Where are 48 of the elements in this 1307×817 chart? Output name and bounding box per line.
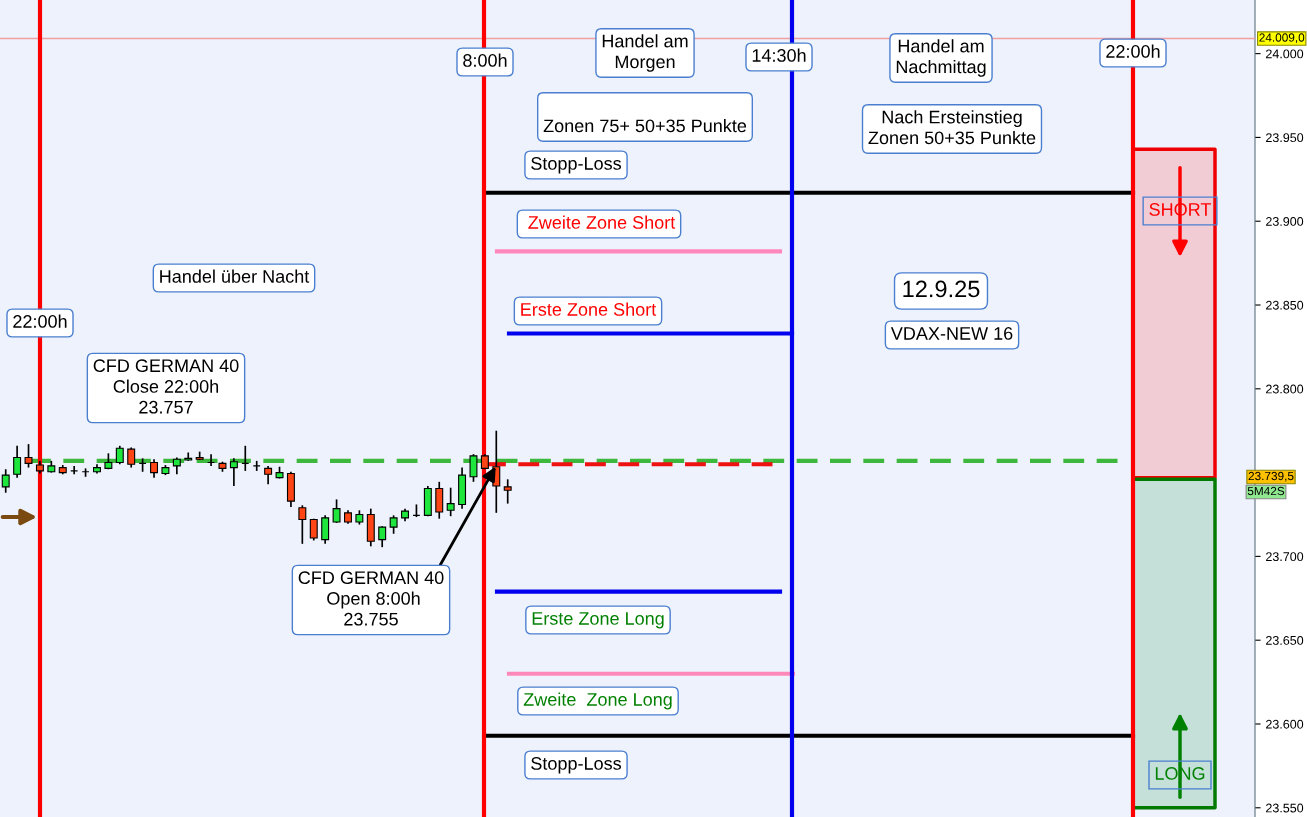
- annotation: 12.9.25: [903, 280, 980, 298]
- ref-line-label: Erste Zone Short: [521, 302, 657, 316]
- annotation: 22:00h: [1106, 44, 1160, 58]
- ref-line-label: 24.009,0: [1259, 33, 1305, 44]
- annotation: 14:30h: [752, 48, 806, 62]
- candlestick: [321, 515, 330, 544]
- candlestick: [309, 518, 318, 541]
- y-tick-label: 24.000: [1266, 49, 1304, 59]
- y-tick-label: 23.650: [1266, 635, 1304, 645]
- annotation: Handel am Morgen: [602, 34, 688, 72]
- annotation: Zonen 75+ 50+35 Punkte: [543, 118, 747, 133]
- candlestick: [70, 465, 79, 475]
- y-tick-label: 23.800: [1266, 384, 1304, 394]
- ref-line-label: CFD GERMAN 40 Open 8:00h 23.755: [298, 571, 444, 626]
- candlestick: [252, 460, 261, 471]
- candlestick: [446, 487, 455, 517]
- candlestick: [469, 454, 478, 482]
- y-tick-label: 23.700: [1266, 552, 1304, 562]
- y-tick-label: 23.600: [1266, 719, 1304, 729]
- y-tick-label: 23.900: [1266, 217, 1304, 226]
- annotation: 22:00h: [13, 314, 67, 328]
- candlestick: [332, 499, 341, 523]
- y-tick-label: 23.950: [1266, 133, 1304, 143]
- candlestick: [503, 479, 512, 504]
- candlestick: [1, 469, 10, 493]
- candlestick: [298, 505, 307, 544]
- ref-line-label: Zweite Zone Long: [523, 692, 672, 710]
- annotation: VDAX-NEW 16: [890, 327, 1013, 340]
- annotation: 8:00h: [463, 53, 507, 67]
- annotation: 5M42S: [1247, 486, 1285, 496]
- annotation: Nach Ersteinstieg Zonen 50+35 Punkte: [868, 110, 1036, 145]
- candlestick: [24, 444, 33, 468]
- ref-line-label: Erste Zone Long: [532, 612, 664, 629]
- ref-line-label: CFD GERMAN 40 Close 22:00h 23.757: [93, 359, 239, 414]
- ref-line-label: Zweite Zone Short: [528, 215, 676, 229]
- candlestick: [229, 458, 238, 487]
- candlestick: [13, 445, 22, 478]
- annotation: Handel über Nacht: [160, 269, 310, 283]
- annotation: Handel am Nachmittag: [896, 39, 986, 77]
- annotation: 23.739,5: [1248, 471, 1294, 482]
- ref-line-label: Stopp-Loss: [531, 157, 622, 174]
- y-tick-label: 23.550: [1266, 803, 1304, 813]
- candlestick: [378, 526, 387, 548]
- ref-line-label: Stopp-Loss: [531, 757, 622, 774]
- candlestick: [184, 452, 193, 461]
- candlestick: [127, 447, 136, 468]
- candlestick: [435, 481, 444, 519]
- y-tick-label: 23.850: [1266, 300, 1304, 310]
